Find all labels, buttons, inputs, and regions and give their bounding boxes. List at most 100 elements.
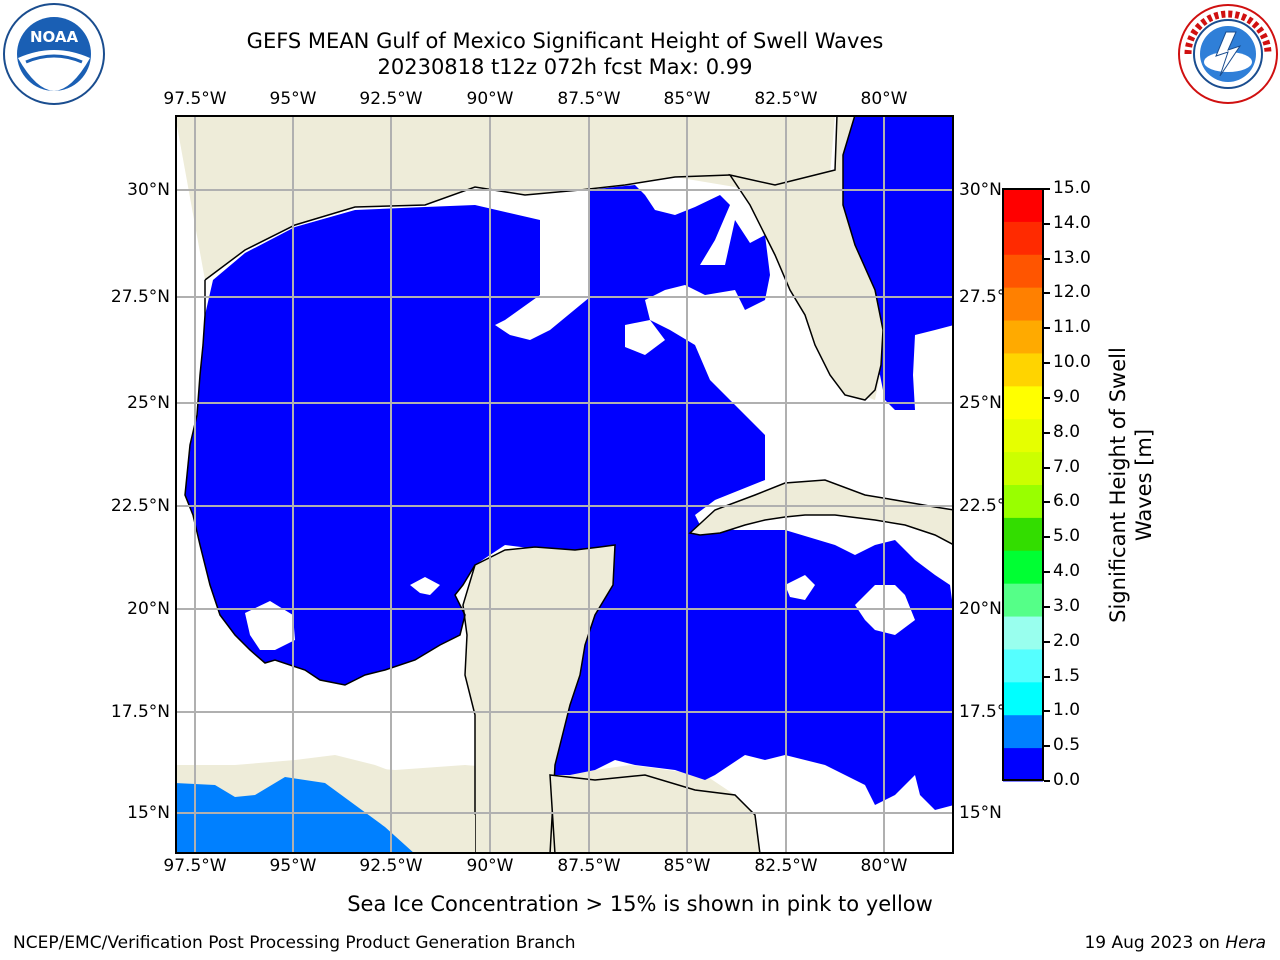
colorbar-tick-label: 8.0 bbox=[1053, 421, 1081, 442]
lon-label-top-85: 85°W bbox=[663, 89, 711, 109]
lat-label-left-30: 30°N bbox=[127, 180, 170, 200]
land-yucatan bbox=[462, 544, 616, 854]
lon-label-bottom-87-5: 87.5°W bbox=[557, 856, 621, 876]
lat-label-right-30: 30°N bbox=[959, 180, 1002, 200]
colorbar-tick-label: 1.5 bbox=[1053, 665, 1081, 686]
colorbar-tick-mark bbox=[1044, 571, 1050, 574]
colorbar-segment bbox=[1003, 419, 1043, 453]
lat-label-left-17-5: 17.5°N bbox=[110, 702, 170, 722]
lon-label-top-87-5: 87.5°W bbox=[557, 89, 621, 109]
colorbar-tick-mark bbox=[1044, 362, 1050, 365]
lat-label-left-20: 20°N bbox=[127, 599, 170, 619]
lon-label-top-80: 80°W bbox=[860, 89, 908, 109]
colorbar-segment bbox=[1003, 748, 1043, 782]
colorbar-tick-mark bbox=[1044, 466, 1050, 469]
colorbar-tick-label: 7.0 bbox=[1053, 456, 1081, 477]
page-subtitle: 20230818 t12z 072h fcst Max: 0.99 bbox=[377, 55, 753, 79]
colorbar-segment bbox=[1003, 287, 1043, 322]
colorbar-label-line2: Waves [m] bbox=[1132, 428, 1156, 542]
colorbar-tick-label: 6.0 bbox=[1053, 491, 1081, 512]
land-central-america bbox=[175, 755, 475, 854]
nws-logo bbox=[1178, 4, 1278, 104]
footer-machine: Hera bbox=[1225, 933, 1266, 953]
colorbar-tick-label: 0.5 bbox=[1053, 735, 1081, 756]
colorbar-tick-label: 11.0 bbox=[1053, 317, 1091, 338]
lat-label-right-25: 25°N bbox=[959, 393, 1002, 413]
coastline-gulf bbox=[184, 174, 731, 686]
page-title: GEFS MEAN Gulf of Mexico Significant Hei… bbox=[246, 29, 884, 53]
lon-label-top-92-5: 92.5°W bbox=[359, 89, 423, 109]
lon-label-bottom-90: 90°W bbox=[466, 856, 514, 876]
colorbar-tick-mark bbox=[1044, 188, 1050, 190]
footer-date: 19 Aug 2023 on bbox=[1084, 933, 1226, 953]
nodata-patch-4 bbox=[785, 575, 815, 600]
swell-field-pacific bbox=[175, 775, 415, 854]
footer-left: NCEP/EMC/Verification Post Processing Pr… bbox=[13, 933, 576, 953]
colorbar-segment bbox=[1003, 254, 1043, 289]
colorbar-segment bbox=[1003, 583, 1043, 618]
colorbar-tick-mark bbox=[1044, 327, 1050, 330]
colorbar-segment bbox=[1003, 189, 1043, 223]
swell-field-gulf bbox=[185, 185, 954, 810]
colorbar-tick-mark bbox=[1044, 675, 1050, 678]
colorbar-label-line1: Significant Height of Swell bbox=[1106, 347, 1130, 623]
colorbar bbox=[1002, 188, 1044, 782]
colorbar-tick-mark bbox=[1044, 257, 1050, 260]
lat-label-right-20: 20°N bbox=[959, 599, 1002, 619]
lon-label-bottom-80: 80°W bbox=[860, 856, 908, 876]
lon-label-bottom-97-5: 97.5°W bbox=[163, 856, 227, 876]
colorbar-tick-label: 4.0 bbox=[1053, 561, 1081, 582]
colorbar-segment bbox=[1003, 550, 1043, 585]
sea-ice-note-text: Sea Ice Concentration > 15% is shown in … bbox=[347, 892, 933, 916]
colorbar-label: Significant Height of Swell Waves [m] bbox=[1105, 285, 1157, 685]
nodata-patch-1 bbox=[245, 601, 295, 650]
colorbar-tick-label: 12.0 bbox=[1053, 282, 1091, 303]
colorbar-segment bbox=[1003, 452, 1043, 486]
land-honduras bbox=[549, 774, 761, 854]
colorbar-tick-mark bbox=[1044, 396, 1050, 399]
graticule bbox=[175, 115, 954, 854]
colorbar-tick-mark bbox=[1044, 536, 1050, 539]
lat-label-left-22-5: 22.5°N bbox=[110, 496, 170, 516]
colorbar-segment bbox=[1003, 221, 1043, 256]
land-cuba bbox=[688, 479, 954, 546]
colorbar-tick-label: 2.0 bbox=[1053, 630, 1081, 651]
colorbar-tick-label: 5.0 bbox=[1053, 526, 1081, 547]
nodata-patch-6 bbox=[625, 320, 665, 355]
map-panel bbox=[175, 115, 954, 854]
colorbar-segment bbox=[1003, 649, 1043, 683]
colorbar-tick-label: 10.0 bbox=[1053, 352, 1091, 373]
lat-label-left-27-5: 27.5°N bbox=[110, 287, 170, 307]
sea-ice-note: Sea Ice Concentration > 15% is shown in … bbox=[0, 892, 1280, 916]
colorbar-tick-label: 1.0 bbox=[1053, 700, 1081, 721]
lon-label-top-82-5: 82.5°W bbox=[754, 89, 818, 109]
colorbar-tick-label: 9.0 bbox=[1053, 386, 1081, 407]
lon-label-bottom-82-5: 82.5°W bbox=[754, 856, 818, 876]
colorbar-tick-mark bbox=[1044, 640, 1050, 643]
lat-label-right-15: 15°N bbox=[959, 803, 1002, 823]
lon-label-bottom-92-5: 92.5°W bbox=[359, 856, 423, 876]
colorbar-tick-label: 13.0 bbox=[1053, 247, 1091, 268]
colorbar-segment bbox=[1003, 386, 1043, 420]
colorbar-tick-mark bbox=[1044, 501, 1050, 504]
colorbar-tick-mark bbox=[1044, 605, 1050, 608]
colorbar-segment bbox=[1003, 682, 1043, 716]
lat-label-left-25: 25°N bbox=[127, 393, 170, 413]
footer-right: 19 Aug 2023 on Hera bbox=[1084, 933, 1266, 953]
colorbar-tick-mark bbox=[1044, 745, 1050, 748]
colorbar-tick-mark bbox=[1044, 222, 1050, 225]
colorbar-tick-label: 0.0 bbox=[1053, 770, 1081, 790]
colorbar-segment bbox=[1003, 353, 1043, 387]
lon-label-top-90: 90°W bbox=[466, 89, 514, 109]
noaa-logo: NOAA bbox=[3, 3, 105, 105]
colorbar-segment bbox=[1003, 616, 1043, 650]
lon-label-bottom-85: 85°W bbox=[663, 856, 711, 876]
colorbar-tick-mark bbox=[1044, 431, 1050, 434]
map-frame bbox=[175, 115, 954, 854]
nodata-patch-2 bbox=[410, 577, 440, 595]
lon-label-bottom-95: 95°W bbox=[269, 856, 317, 876]
colorbar-tick-mark bbox=[1044, 780, 1050, 782]
colorbar-tick-label: 3.0 bbox=[1053, 595, 1081, 616]
nodata-patch-5 bbox=[870, 435, 893, 460]
noaa-logo-text: NOAA bbox=[30, 28, 79, 46]
